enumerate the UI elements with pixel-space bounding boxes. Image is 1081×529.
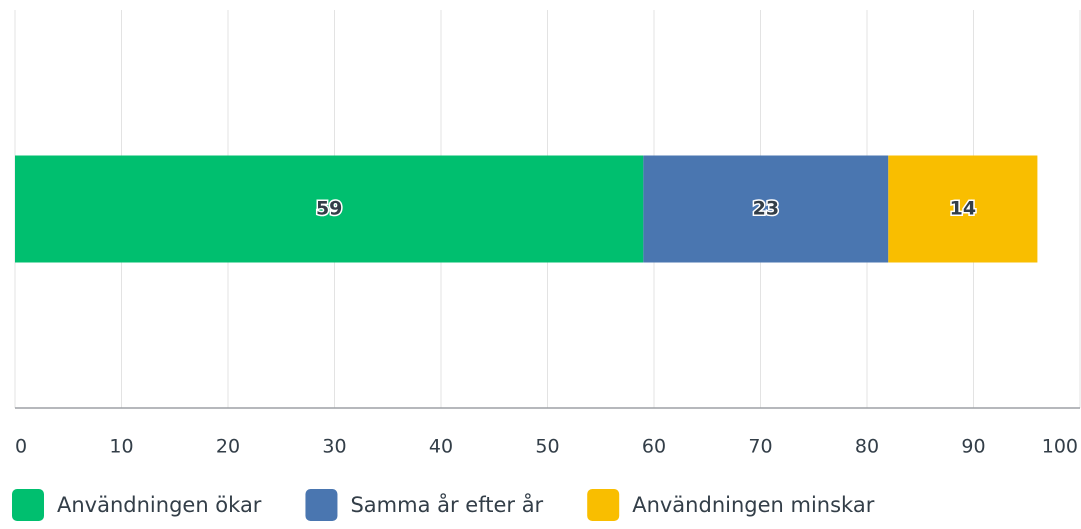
- legend-swatch: [305, 489, 338, 521]
- x-tick-label: 80: [855, 436, 879, 458]
- x-tick-label: 50: [535, 436, 559, 458]
- x-tick-label: 30: [322, 436, 346, 458]
- legend-swatch: [12, 489, 44, 521]
- data-label: 23: [753, 198, 779, 220]
- legend-swatch: [587, 489, 620, 521]
- x-tick-label: 0: [15, 436, 27, 458]
- data-label: 59: [316, 198, 342, 220]
- x-tick-label: 100: [1042, 436, 1078, 458]
- x-tick-label: 70: [748, 436, 772, 458]
- x-tick-label: 40: [429, 436, 453, 458]
- legend-label: Användningen minskar: [632, 493, 875, 517]
- x-tick-label: 10: [109, 436, 133, 458]
- bar-segment: [643, 155, 889, 263]
- data-label: 14: [950, 198, 976, 220]
- legend-label: Användningen ökar: [57, 493, 262, 517]
- bar-segment: [15, 155, 644, 263]
- x-tick-label: 60: [642, 436, 666, 458]
- x-tick-label: 90: [961, 436, 985, 458]
- x-tick-label: 20: [216, 436, 240, 458]
- legend-label: Samma år efter år: [350, 492, 543, 517]
- bar-segment: [888, 155, 1038, 263]
